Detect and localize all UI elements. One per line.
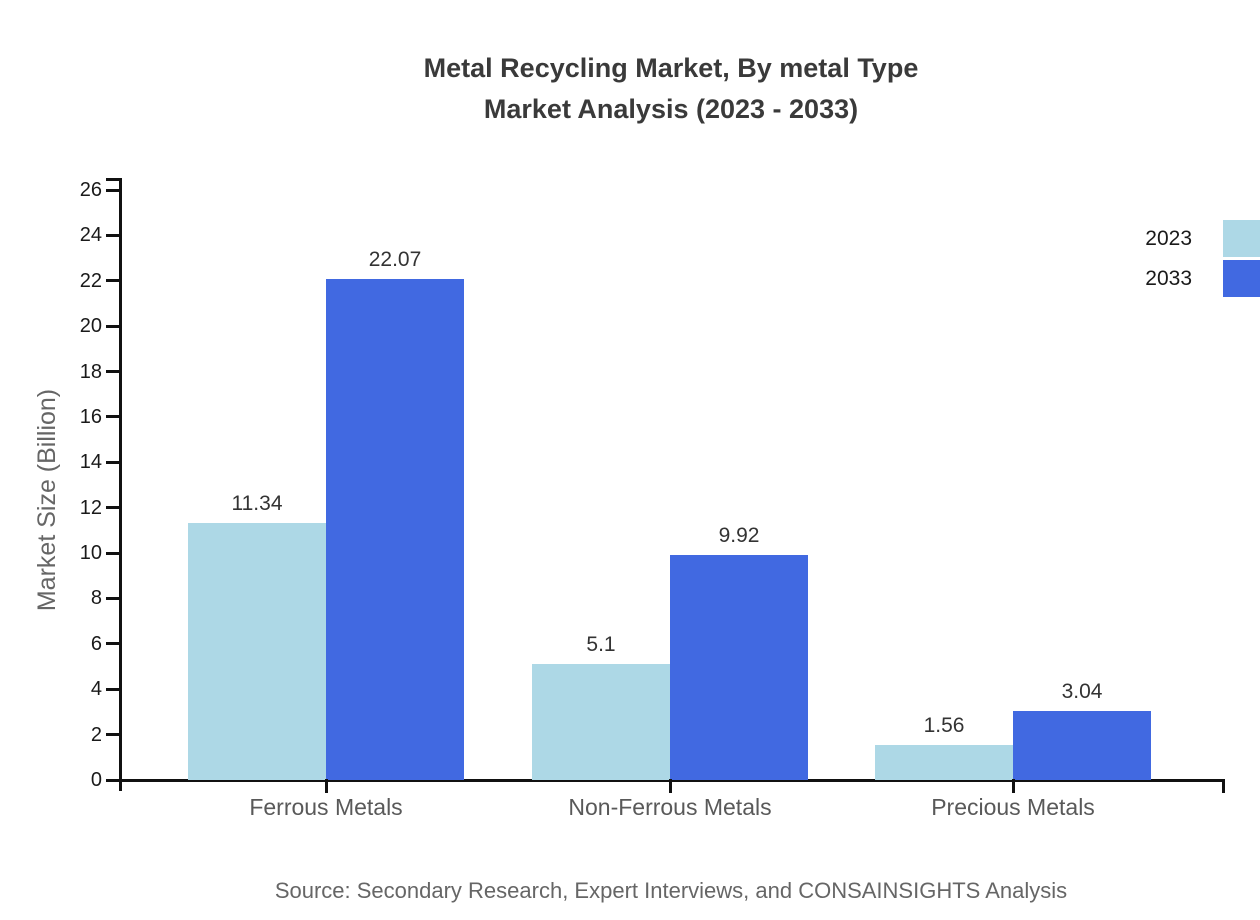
category-label-non-ferrous-metals: Non-Ferrous Metals	[568, 794, 772, 820]
bar-2033-ferrous-metals	[326, 279, 464, 780]
legend-label-2023: 2023	[1145, 227, 1192, 250]
y-tick-label: 12	[79, 496, 102, 519]
y-tick-label: 20	[79, 315, 102, 338]
y-axis-line	[119, 178, 122, 791]
y-tick	[106, 551, 120, 555]
category-label-ferrous-metals: Ferrous Metals	[249, 794, 403, 820]
bar-value-label: 1.56	[923, 713, 965, 737]
y-tick-label: 8	[90, 587, 102, 610]
legend-swatch-2023	[1223, 220, 1260, 257]
bar-value-label: 5.1	[586, 633, 616, 657]
y-tick	[106, 687, 120, 691]
y-tick	[106, 642, 120, 646]
chart-title-line1: Metal Recycling Market, By metal Type	[423, 53, 919, 83]
legend-item-2033: 2033	[0, 260, 1260, 297]
x-tick	[1011, 779, 1015, 793]
category-label-precious-metals: Precious Metals	[931, 794, 1095, 820]
legend-swatch-2033	[1223, 260, 1260, 297]
y-tick-label: 6	[90, 632, 102, 655]
y-tick	[106, 370, 120, 374]
chart-title-line2: Market Analysis (2023 - 2033)	[483, 94, 859, 124]
y-tick	[106, 506, 120, 510]
bar-value-label: 9.92	[718, 523, 760, 547]
x-axis-end-cap	[1222, 779, 1225, 793]
y-tick	[106, 460, 120, 464]
y-tick	[106, 279, 120, 283]
y-tick-label: 2	[90, 723, 102, 746]
bar-value-label: 3.04	[1061, 680, 1103, 703]
y-tick	[106, 233, 120, 237]
chart-title: Metal Recycling Market, By metal Type Ma…	[120, 48, 1222, 130]
y-tick	[106, 778, 120, 782]
bar-2033-precious-metals	[1013, 711, 1151, 780]
legend-label-2033: 2033	[1145, 267, 1192, 290]
y-tick	[106, 733, 120, 737]
y-tick	[106, 324, 120, 328]
y-tick	[106, 188, 120, 192]
y-tick-label: 22	[79, 269, 102, 292]
bar-value-label: 22.07	[368, 248, 422, 272]
y-tick-label: 14	[79, 451, 102, 474]
y-tick-label: 10	[79, 542, 102, 565]
legend-item-2023: 2023	[0, 220, 1260, 257]
x-tick	[668, 779, 672, 793]
y-tick-label: 0	[90, 769, 102, 791]
x-tick	[324, 779, 328, 793]
source-text: Source: Secondary Research, Expert Inter…	[274, 878, 1068, 903]
y-tick	[106, 596, 120, 600]
y-tick-label: 16	[79, 405, 102, 428]
y-tick-label: 4	[90, 678, 102, 701]
y-axis-end-cap	[106, 178, 120, 181]
bar-value-label: 11.34	[231, 491, 283, 515]
bar-2033-non-ferrous-metals	[670, 554, 808, 780]
y-tick-label: 18	[79, 360, 102, 383]
bar-2023-precious-metals	[875, 744, 1013, 780]
x-axis-line	[119, 779, 1225, 782]
y-tick	[106, 415, 120, 419]
y-tick-label: 26	[79, 179, 102, 201]
bar-2023-ferrous-metals	[188, 522, 326, 780]
bar-2023-non-ferrous-metals	[532, 664, 670, 780]
y-tick-label: 24	[79, 224, 102, 247]
